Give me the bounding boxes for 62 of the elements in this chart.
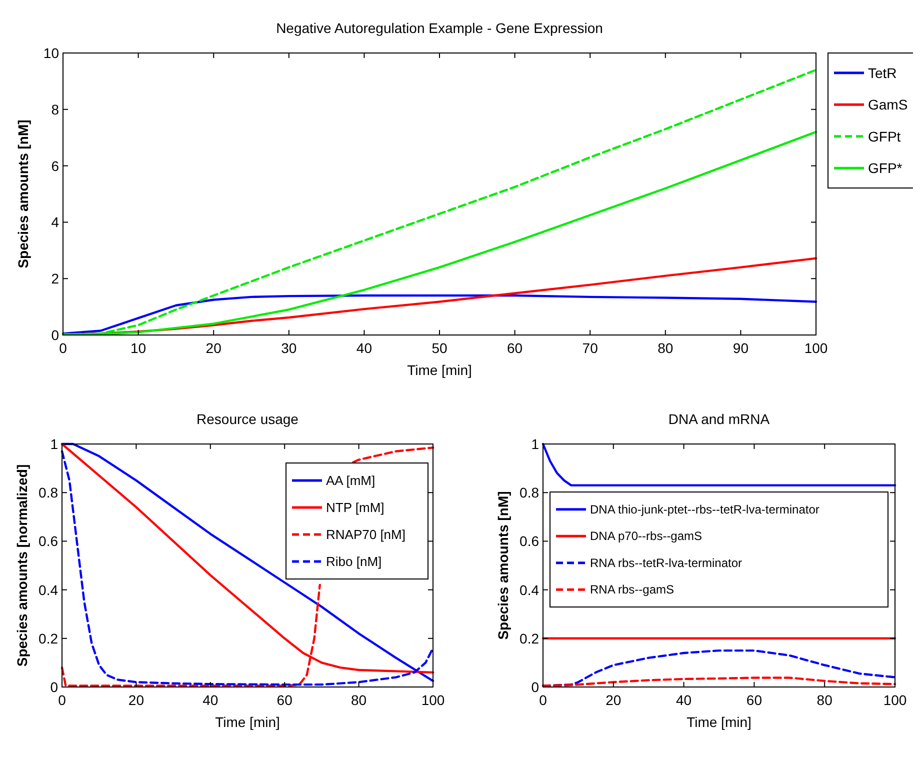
legend-label: RNA rbs--tetR-lva-terminator <box>590 556 742 570</box>
x-tick-label: 40 <box>202 692 218 708</box>
x-tick-label: 100 <box>804 340 828 356</box>
x-tick-label: 100 <box>883 692 907 708</box>
legend-label: Ribo [nM] <box>326 554 382 569</box>
line-series <box>62 294 818 335</box>
x-tick-label: 40 <box>676 692 692 708</box>
line-series <box>542 676 896 687</box>
y-tick-label: 4 <box>51 214 60 230</box>
x-tick-label: 20 <box>606 692 622 708</box>
y-tick-label: 6 <box>51 158 60 174</box>
y-tick-label: 0.4 <box>520 582 540 598</box>
y-tick-label: 0.8 <box>38 484 58 501</box>
chart-title: DNA and mRNA <box>668 411 770 427</box>
legend-label: GamS <box>868 96 908 113</box>
x-tick-label: 100 <box>421 692 445 708</box>
y-tick-label: 0.2 <box>38 630 58 646</box>
x-tick-label: 10 <box>130 340 146 356</box>
y-tick-label: 0 <box>51 327 60 343</box>
x-tick-label: 60 <box>276 692 293 708</box>
x-axis-title: Time [min] <box>215 714 280 730</box>
chart-title: Resource usage <box>196 411 299 427</box>
y-tick-label: 0 <box>531 679 540 695</box>
legend-label: DNA thio-junk-ptet--rbs--tetR-lva-terminator <box>590 502 820 516</box>
x-axis-title: Time [min] <box>407 362 472 378</box>
legend-label: NTP [mM] <box>326 500 384 515</box>
x-tick-label: 50 <box>432 340 448 356</box>
x-tick-label: 30 <box>281 340 297 356</box>
x-tick-label: 20 <box>206 340 222 356</box>
x-tick-label: 80 <box>351 692 367 708</box>
y-tick-label: 8 <box>51 101 60 118</box>
line-series <box>542 442 896 486</box>
legend-label: TetR <box>868 64 897 81</box>
y-axis-title: Species amounts [normalized] <box>14 464 30 667</box>
y-tick-label: 1 <box>50 436 58 452</box>
chart-title: Negative Autoregulation Example - Gene Expression <box>276 20 603 36</box>
x-tick-label: 70 <box>582 340 598 356</box>
x-tick-label: 90 <box>732 340 749 356</box>
y-tick-label: 0.8 <box>520 484 540 501</box>
y-tick-label: 0.6 <box>38 533 58 550</box>
legend-label: RNA rbs--gamS <box>590 582 674 597</box>
x-tick-label: 80 <box>816 692 833 708</box>
y-tick-label: 0 <box>50 679 58 695</box>
y-tick-label: 10 <box>43 45 60 61</box>
x-tick-label: 60 <box>507 340 523 356</box>
y-tick-label: 2 <box>51 270 60 287</box>
x-tick-label: 80 <box>658 340 674 356</box>
x-tick-label: 20 <box>128 692 144 708</box>
legend-label: GFPt <box>868 128 901 144</box>
legend-label: RNAP70 [nM] <box>326 527 406 542</box>
x-tick-label: 60 <box>746 692 762 708</box>
y-tick-label: 0.6 <box>520 533 540 550</box>
legend-label: DNA p70--rbs--gamS <box>590 529 702 544</box>
legend-label: GFP* <box>868 160 903 176</box>
y-tick-label: 0.4 <box>38 582 58 598</box>
y-axis-title: Species amounts [nM] <box>495 491 511 640</box>
y-tick-label: 0.2 <box>520 630 540 646</box>
y-tick-label: 1 <box>531 436 540 452</box>
x-tick-label: 40 <box>356 340 372 356</box>
legend-label: AA [mM] <box>326 473 376 488</box>
y-axis-title: Species amounts [nM] <box>15 120 31 268</box>
x-axis-title: Time [min] <box>686 714 752 730</box>
